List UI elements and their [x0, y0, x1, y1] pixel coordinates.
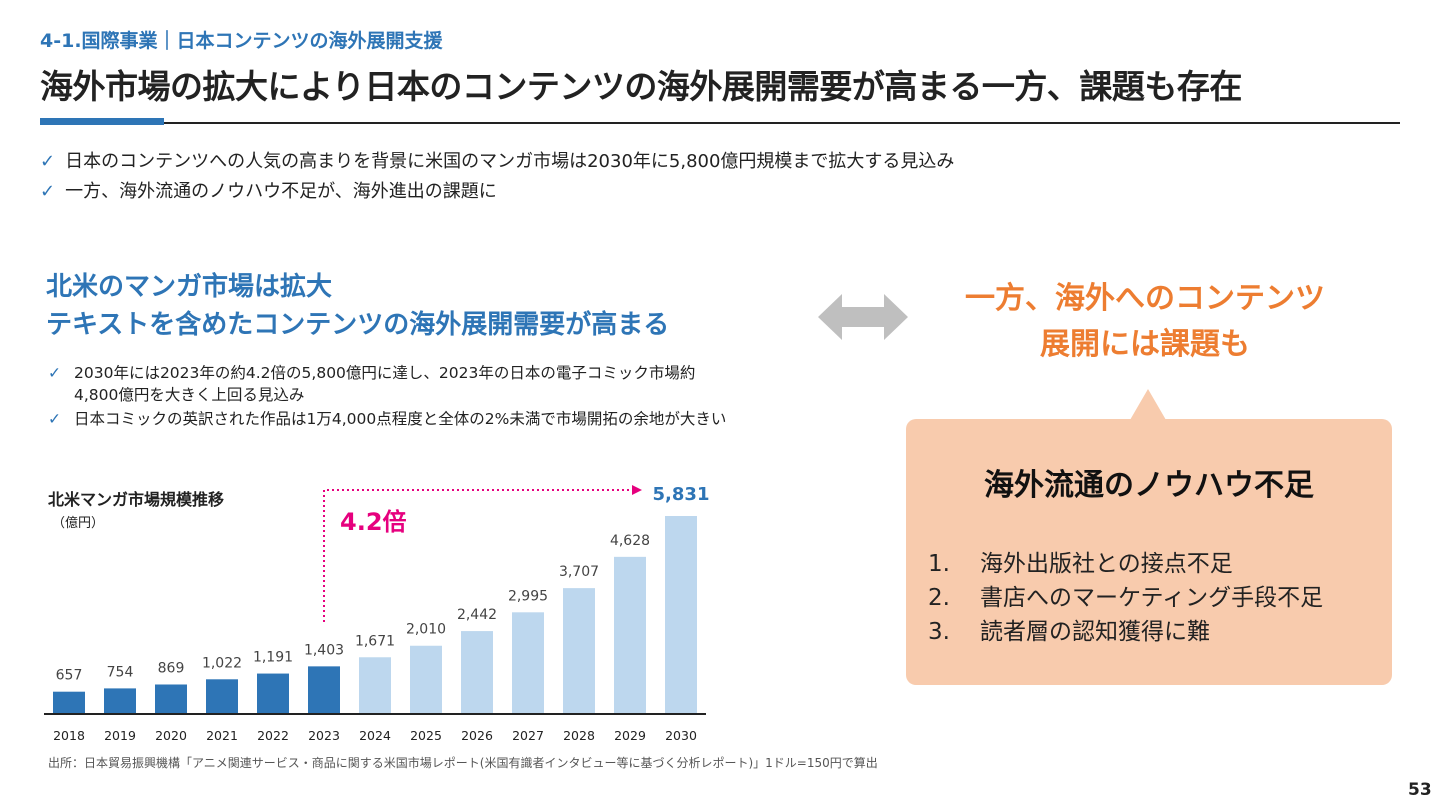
growth-annotation: 4.2倍: [340, 508, 407, 536]
data-label: 1,671: [355, 633, 395, 649]
sub-bullet: ✓ 2030年には2023年の約4.2倍の5,800億円に達し、2023年の日本の…: [48, 362, 728, 406]
bar: [461, 631, 493, 714]
chart-title: 北米マンガ市場規模推移: [48, 490, 225, 509]
growth-arrow-line: [323, 489, 632, 622]
left-headline: 北米のマンガ市場は拡大テキストを含めたコンテンツの海外展開需要が高まる: [46, 268, 669, 344]
x-tick-label: 2021: [206, 728, 238, 743]
x-tick-label: 2022: [257, 728, 289, 743]
source-note: 出所：日本貿易振興機構「アニメ関連サービス・商品に関する米国市場レポート(米国有…: [48, 756, 878, 770]
data-label: 2,442: [457, 607, 497, 623]
data-label: 754: [107, 664, 134, 680]
x-tick-label: 2023: [308, 728, 340, 743]
bar: [308, 666, 340, 714]
item-number: 3.: [928, 619, 950, 645]
item-text: 読者層の認知獲得に難: [980, 619, 1210, 645]
x-tick-label: 2029: [614, 728, 646, 743]
check-icon: ✓: [40, 181, 56, 202]
x-tick-label: 2020: [155, 728, 187, 743]
check-icon: ✓: [48, 410, 61, 428]
challenge-title: 海外流通のノウハウ不足: [984, 468, 1314, 503]
x-tick-label: 2018: [53, 728, 85, 743]
x-tick-label: 2024: [359, 728, 391, 743]
data-label: 2,010: [406, 622, 446, 638]
title-divider: [40, 122, 1400, 124]
bar: [614, 556, 646, 714]
sub-bullet: ✓ 日本コミックの英訳された作品は1万4,000点程度と全体の2%未満で市場開拓の…: [48, 408, 728, 430]
headline-line: 北米のマンガ市場は拡大: [46, 272, 333, 302]
bar-chart: 657 2018 754 2019 869 2020 1,022 2021 1,191 2022 1…: [44, 484, 710, 743]
sub-bullet-text: 日本コミックの英訳された作品は1万4,000点程度と全体の2%未満で市場開拓の余…: [74, 410, 727, 428]
item-text: 書店へのマーケティング手段不足: [980, 585, 1324, 611]
data-label: 3,707: [559, 564, 599, 580]
bar: [257, 673, 289, 714]
x-tick-label: 2028: [563, 728, 595, 743]
headline-line: 展開には課題も: [1040, 327, 1250, 362]
bar: [563, 588, 595, 714]
item-text: 海外出版社との接点不足: [980, 551, 1233, 577]
data-label: 1,191: [253, 650, 293, 666]
data-label: 1,403: [304, 642, 344, 658]
data-label: 869: [158, 660, 185, 676]
bar: [665, 516, 697, 714]
data-label: 4,628: [610, 533, 650, 549]
x-tick-label: 2025: [410, 728, 442, 743]
bullet: ✓ 一方、海外流通のノウハウ不足が、海外進出の課題に: [40, 177, 497, 203]
callout-pointer: [1130, 389, 1166, 420]
data-label: 2,995: [508, 588, 548, 604]
item-number: 1.: [928, 551, 950, 577]
challenge-box: [906, 419, 1392, 685]
bar: [206, 679, 238, 714]
section-label: 4-1.国際事業｜日本コンテンツの海外展開支援: [40, 30, 443, 52]
x-tick-label: 2019: [104, 728, 136, 743]
growth-arrowhead-icon: [632, 485, 642, 495]
challenge-item: 2. 書店へのマーケティング手段不足: [928, 578, 1323, 612]
bar: [512, 612, 544, 714]
challenge-item: 1. 海外出版社との接点不足: [928, 544, 1233, 578]
sub-bullet-text: 2030年には2023年の約4.2倍の5,800億円に達し、2023年の日本の電…: [74, 364, 696, 404]
title-divider-accent: [40, 118, 164, 125]
data-label: 1,022: [202, 655, 242, 671]
bar: [359, 657, 391, 714]
data-label: 657: [56, 668, 83, 684]
check-icon: ✓: [48, 364, 61, 382]
bar: [155, 684, 187, 714]
bullet-text: 一方、海外流通のノウハウ不足が、海外進出の課題に: [65, 181, 497, 202]
bullet-text: 日本のコンテンツへの人気の高まりを背景に米国のマンガ市場は2030年に5,800…: [65, 151, 955, 172]
right-headline: 一方、海外へのコンテンツ 展開には課題も: [910, 276, 1380, 368]
page-title: 海外市場の拡大により日本のコンテンツの海外展開需要が高まる一方、課題も存在: [40, 67, 1242, 106]
x-tick-label: 2030: [665, 728, 697, 743]
headline-line: テキストを含めたコンテンツの海外展開需要が高まる: [46, 310, 670, 340]
chart-unit: （億円）: [52, 516, 105, 531]
bar: [104, 688, 136, 714]
page-number: 53: [1408, 780, 1432, 800]
headline-line: 一方、海外へのコンテンツ: [965, 281, 1325, 316]
double-arrow-icon: [818, 294, 908, 340]
data-label: 5,831: [653, 484, 710, 505]
x-tick-label: 2027: [512, 728, 544, 743]
bar: [53, 691, 85, 714]
challenge-item: 3. 読者層の認知獲得に難: [928, 612, 1210, 646]
check-icon: ✓: [40, 151, 56, 172]
bar: [410, 645, 442, 714]
bullet: ✓ 日本のコンテンツへの人気の高まりを背景に米国のマンガ市場は2030年に5,80…: [40, 147, 954, 173]
item-number: 2.: [928, 585, 950, 611]
x-tick-label: 2026: [461, 728, 493, 743]
